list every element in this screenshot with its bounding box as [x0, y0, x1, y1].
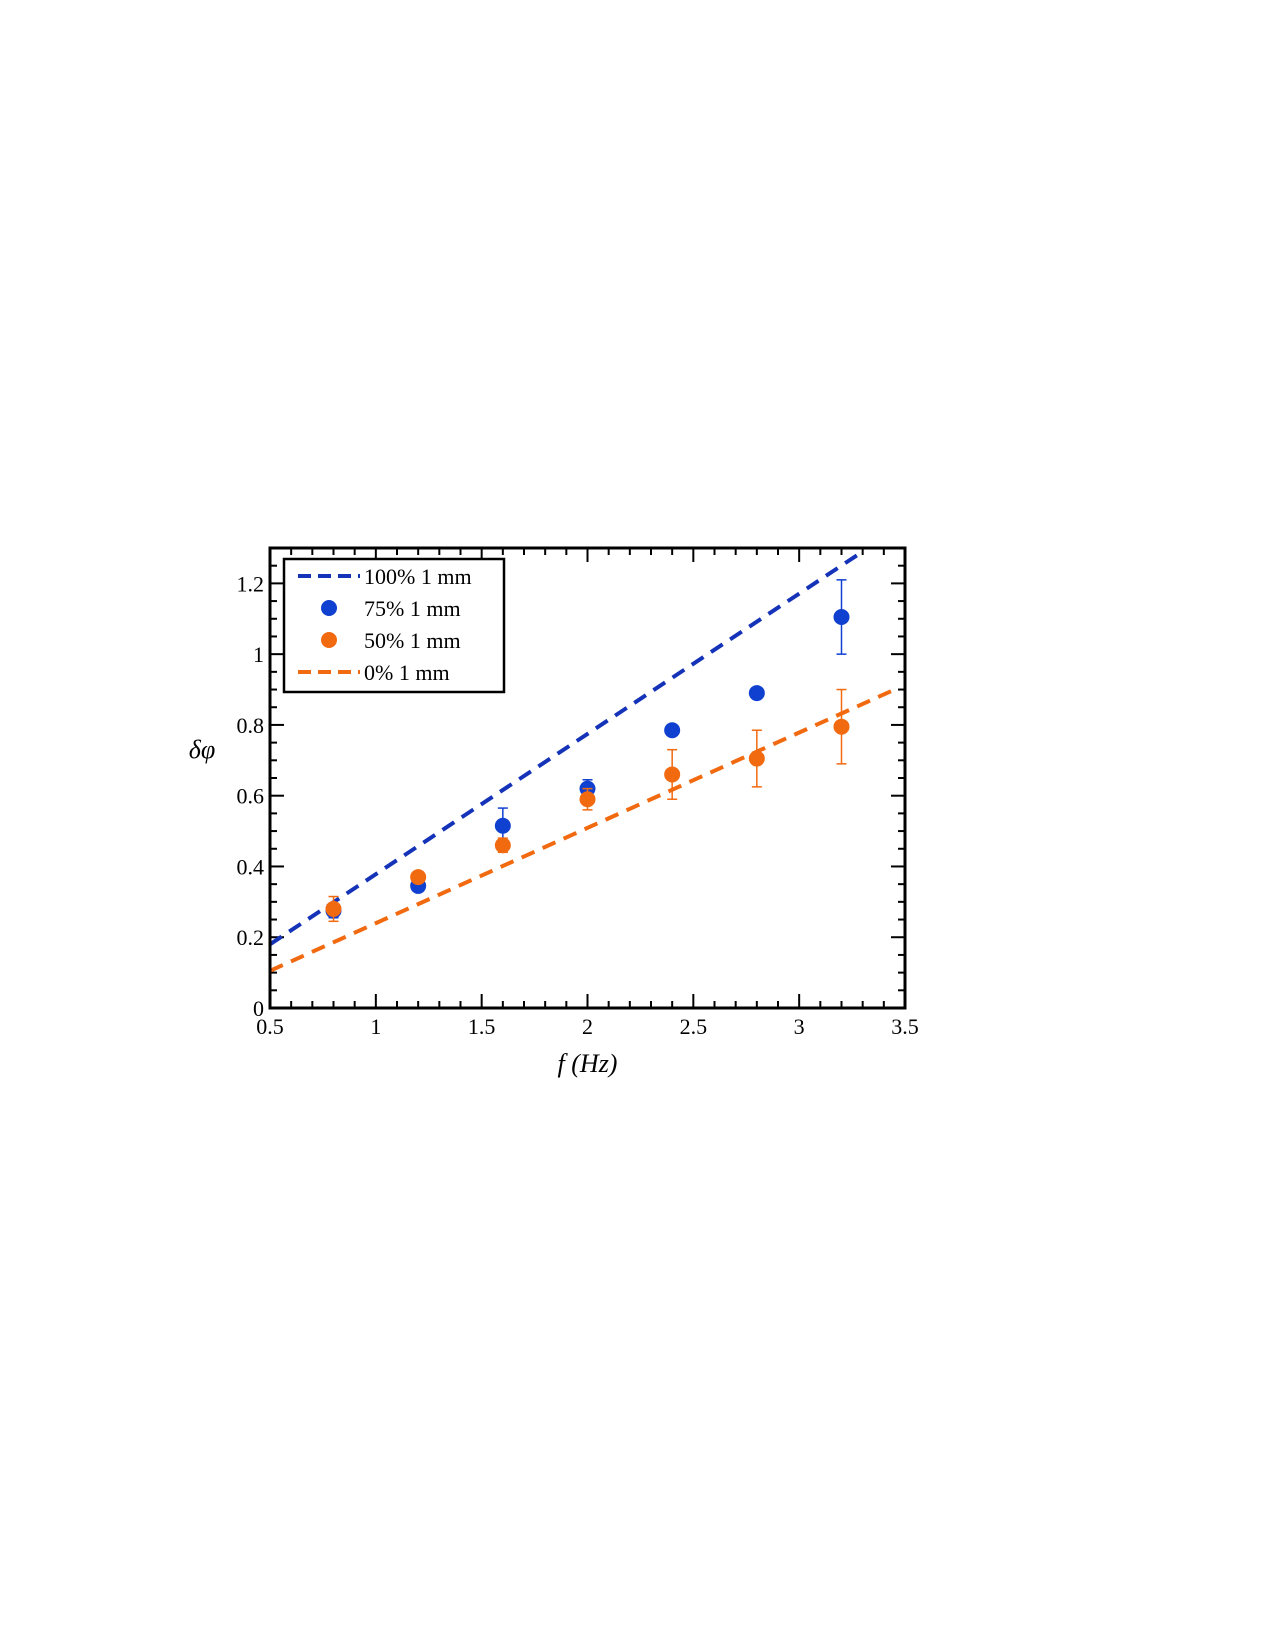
legend-marker — [321, 632, 337, 648]
tick-labels: 0.5 1 1.5 2 2.5 3 3.5 0 0.2 0.4 0.6 0.8 1 1.2 — [237, 571, 919, 1039]
legend-label: 100% 1 mm — [364, 564, 472, 589]
legend-item: 100% 1 mm — [298, 564, 472, 589]
y-tick-label: 0 — [253, 996, 264, 1021]
y-tick-label: 1.2 — [237, 571, 265, 596]
x-tick-label: 1.5 — [468, 1014, 496, 1039]
x-tick-label: 1 — [370, 1014, 381, 1039]
legend-item: 0% 1 mm — [298, 660, 450, 685]
legend-label: 50% 1 mm — [364, 628, 461, 653]
data-point — [833, 718, 850, 735]
data-point — [664, 722, 681, 739]
y-tick-label: 0.8 — [237, 713, 265, 738]
x-tick-label: 2 — [582, 1014, 593, 1039]
y-tick-label: 1 — [253, 642, 264, 667]
legend: 100% 1 mm 75% 1 mm 50% 1 mm 0% 1 mm — [282, 557, 506, 694]
legend-label: 75% 1 mm — [364, 596, 461, 621]
series-line — [268, 549, 864, 946]
y-tick-label: 0.4 — [237, 854, 265, 879]
y-axis-label: δφ — [189, 735, 215, 764]
data-point — [579, 791, 596, 808]
y-tick-label: 0.6 — [237, 784, 265, 809]
x-tick-label: 3.5 — [891, 1014, 919, 1039]
legend-label: 0% 1 mm — [364, 660, 450, 685]
series-2 — [325, 688, 850, 923]
data-point — [748, 685, 765, 702]
legend-item: 50% 1 mm — [321, 628, 461, 653]
x-tick-label: 2.5 — [680, 1014, 708, 1039]
x-axis-label: f (Hz) — [558, 1049, 618, 1078]
x-tick-label: 3 — [794, 1014, 805, 1039]
series-0 — [268, 549, 864, 946]
y-tick-label: 0.2 — [237, 925, 265, 950]
data-point — [410, 869, 427, 886]
series-3 — [269, 685, 900, 973]
x-tick-label: 0.5 — [256, 1014, 284, 1039]
data-point — [325, 900, 342, 917]
legend-marker — [321, 600, 337, 616]
data-point — [833, 609, 850, 625]
legend-item: 75% 1 mm — [321, 596, 461, 621]
data-point — [494, 817, 511, 834]
data-point — [494, 837, 511, 854]
data-point — [664, 766, 681, 783]
series-line — [269, 685, 900, 973]
series-layer — [268, 549, 900, 973]
plot-frame — [268, 546, 907, 1010]
legend-box — [282, 557, 506, 694]
